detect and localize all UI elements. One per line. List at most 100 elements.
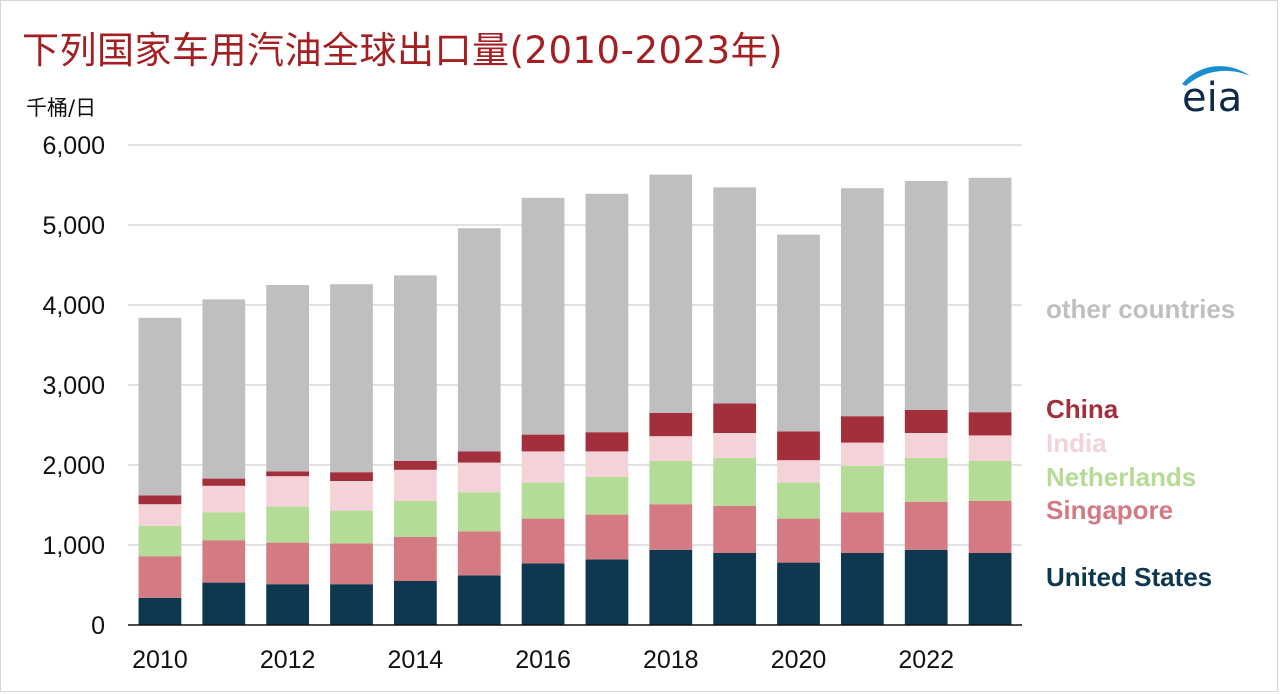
x-tick-label: 2012 bbox=[260, 646, 316, 674]
gridlines bbox=[128, 144, 1022, 546]
bar-segment-singapore bbox=[904, 501, 948, 550]
bar-segment-united-states bbox=[202, 582, 246, 625]
bar-segment-singapore bbox=[330, 543, 373, 585]
legend-label-india: India bbox=[1046, 428, 1107, 458]
bar-segment-united-states bbox=[649, 549, 693, 625]
bar-segment-united-states bbox=[266, 584, 310, 625]
bar-segment-other-countries bbox=[649, 174, 693, 413]
bar-segment-united-states bbox=[840, 553, 884, 625]
x-tick-label: 2022 bbox=[898, 646, 954, 674]
bar-segment-united-states bbox=[330, 584, 373, 625]
x-tick-label: 2010 bbox=[132, 646, 188, 674]
bar-segment-other-countries bbox=[330, 284, 373, 473]
bar-segment-china bbox=[138, 495, 182, 505]
bar-segment-singapore bbox=[393, 537, 437, 581]
x-axis-ticks: 2010 2012 2014 2016 2018 2020 2022 bbox=[132, 646, 954, 674]
bar-segment-india bbox=[138, 504, 182, 526]
bar-segment-china bbox=[968, 412, 1012, 436]
bars bbox=[138, 174, 1012, 625]
bar-segment-netherlands bbox=[713, 457, 757, 506]
bar-segment-netherlands bbox=[840, 465, 884, 513]
bar-segment-china bbox=[330, 472, 373, 481]
bar-segment-singapore bbox=[138, 556, 182, 598]
bar-segment-other-countries bbox=[138, 317, 182, 496]
bar-segment-singapore bbox=[266, 542, 310, 585]
bar-segment-china bbox=[457, 451, 501, 463]
bar-segment-singapore bbox=[649, 504, 693, 550]
bar-segment-united-states bbox=[457, 575, 501, 625]
bar-segment-singapore bbox=[968, 501, 1012, 553]
bar-segment-united-states bbox=[521, 563, 565, 625]
bar-segment-netherlands bbox=[649, 461, 693, 505]
bar-segment-netherlands bbox=[266, 506, 310, 543]
eia-logo: eia bbox=[1176, 62, 1256, 118]
bar-segment-india bbox=[713, 433, 757, 458]
bar-segment-china bbox=[585, 432, 629, 452]
bar-segment-china bbox=[266, 471, 310, 477]
y-tick-label: 5,000 bbox=[42, 212, 105, 240]
y-tick-label: 4,000 bbox=[42, 292, 105, 320]
bar-segment-india bbox=[330, 481, 373, 511]
bar-segment-united-states bbox=[393, 581, 437, 625]
bar-segment-netherlands bbox=[393, 501, 437, 537]
legend-label-united-states: United States bbox=[1046, 562, 1212, 592]
bar-segment-other-countries bbox=[266, 285, 310, 472]
bar-segment-singapore bbox=[777, 518, 820, 563]
y-tick-label: 1,000 bbox=[42, 532, 105, 560]
bar-segment-other-countries bbox=[521, 197, 565, 435]
bar-segment-other-countries bbox=[777, 234, 820, 432]
bar-segment-india bbox=[457, 462, 501, 493]
bar-segment-china bbox=[202, 478, 246, 486]
bar-segment-other-countries bbox=[457, 228, 501, 452]
x-tick-label: 2020 bbox=[771, 646, 827, 674]
x-tick-label: 2018 bbox=[643, 646, 699, 674]
y-axis-unit-label: 千桶/日 bbox=[26, 96, 97, 120]
y-tick-label: 2,000 bbox=[42, 452, 105, 480]
bar-segment-netherlands bbox=[968, 461, 1012, 501]
bar-segment-singapore bbox=[521, 518, 565, 564]
bar-segment-other-countries bbox=[393, 275, 437, 461]
bar-segment-netherlands bbox=[202, 512, 246, 541]
bar-segment-other-countries bbox=[713, 187, 757, 404]
bar-segment-other-countries bbox=[585, 193, 629, 433]
bar-segment-other-countries bbox=[840, 188, 884, 417]
legend-label-china: China bbox=[1046, 394, 1119, 424]
bar-segment-netherlands bbox=[457, 492, 501, 532]
bar-segment-india bbox=[266, 476, 310, 507]
bar-segment-india bbox=[585, 451, 629, 477]
bar-segment-india bbox=[840, 442, 884, 466]
legend-label-singapore: Singapore bbox=[1046, 495, 1173, 525]
bar-segment-china bbox=[777, 431, 820, 461]
bar-segment-india bbox=[649, 436, 693, 461]
y-tick-label: 3,000 bbox=[42, 372, 105, 400]
x-tick-label: 2014 bbox=[388, 646, 444, 674]
bar-segment-singapore bbox=[840, 512, 884, 553]
bar-segment-netherlands bbox=[521, 482, 565, 519]
bar-segment-india bbox=[393, 469, 437, 501]
bar-segment-other-countries bbox=[904, 181, 948, 410]
bar-segment-india bbox=[202, 485, 246, 513]
bar-segment-india bbox=[777, 460, 820, 483]
bar-segment-united-states bbox=[585, 559, 629, 625]
bar-segment-netherlands bbox=[330, 510, 373, 544]
bar-segment-india bbox=[968, 435, 1012, 461]
bar-segment-netherlands bbox=[585, 477, 629, 515]
bar-segment-china bbox=[713, 403, 757, 433]
bar-segment-singapore bbox=[713, 505, 757, 553]
bar-segment-china bbox=[393, 461, 437, 470]
bar-segment-netherlands bbox=[777, 482, 820, 519]
legend-label-netherlands: Netherlands bbox=[1046, 462, 1196, 492]
bar-segment-china bbox=[904, 409, 948, 433]
bar-segment-united-states bbox=[138, 597, 182, 625]
bar-segment-india bbox=[904, 433, 948, 458]
bar-segment-india bbox=[521, 451, 565, 483]
bar-segment-netherlands bbox=[138, 525, 182, 557]
bar-segment-united-states bbox=[713, 553, 757, 625]
eia-logo-text: eia bbox=[1182, 75, 1243, 121]
bar-segment-china bbox=[840, 416, 884, 443]
bar-segment-singapore bbox=[202, 540, 246, 583]
bar-segment-singapore bbox=[585, 514, 629, 560]
bar-segment-other-countries bbox=[202, 299, 246, 479]
bar-segment-china bbox=[521, 434, 565, 452]
